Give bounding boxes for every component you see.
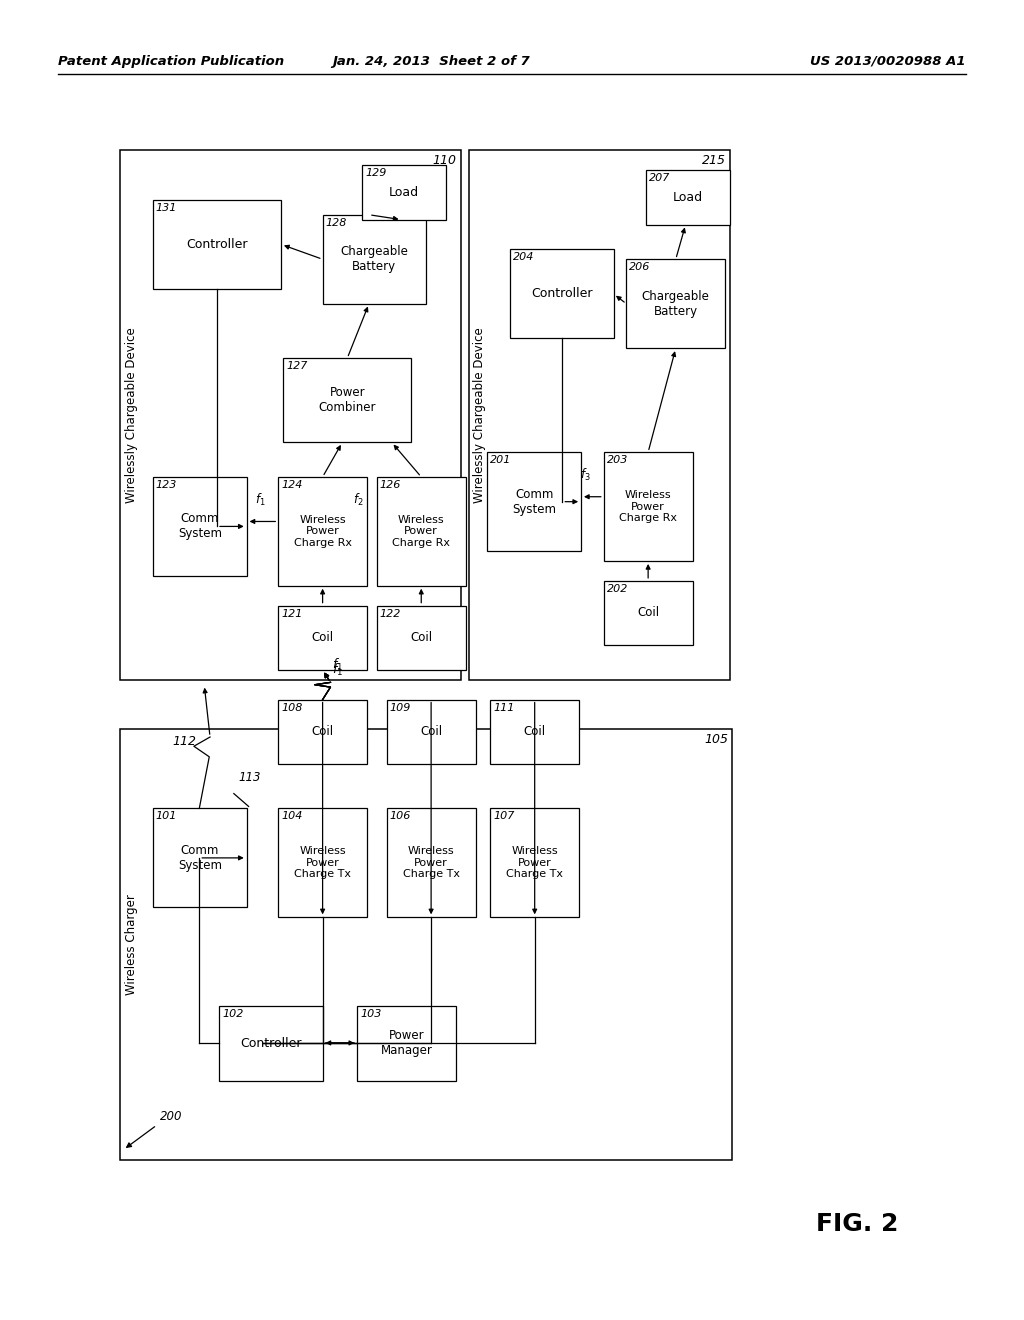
Text: 111: 111 bbox=[494, 702, 515, 713]
Text: Comm
System: Comm System bbox=[178, 512, 222, 540]
Text: 203: 203 bbox=[606, 455, 628, 465]
Bar bbox=[604, 581, 692, 645]
Bar bbox=[219, 1006, 323, 1081]
Text: Coil: Coil bbox=[637, 606, 659, 619]
Text: Wireless
Power
Charge Rx: Wireless Power Charge Rx bbox=[294, 515, 351, 548]
Bar bbox=[646, 170, 730, 224]
Bar bbox=[469, 150, 730, 680]
Text: 110: 110 bbox=[433, 154, 457, 168]
Bar bbox=[153, 477, 247, 576]
Text: Wireless
Power
Charge Tx: Wireless Power Charge Tx bbox=[402, 846, 460, 879]
Text: 204: 204 bbox=[513, 252, 535, 263]
Text: Coil: Coil bbox=[420, 725, 442, 738]
Text: f$_1$: f$_1$ bbox=[333, 661, 344, 678]
Bar bbox=[121, 729, 732, 1160]
Text: Jan. 24, 2013  Sheet 2 of 7: Jan. 24, 2013 Sheet 2 of 7 bbox=[332, 55, 530, 67]
Text: Patent Application Publication: Patent Application Publication bbox=[58, 55, 285, 67]
Text: f$_1$: f$_1$ bbox=[255, 492, 265, 508]
Bar bbox=[490, 700, 580, 764]
Text: Comm
System: Comm System bbox=[178, 843, 222, 873]
Text: 129: 129 bbox=[365, 168, 386, 178]
Text: 123: 123 bbox=[156, 480, 177, 490]
Text: Comm
System: Comm System bbox=[512, 487, 556, 516]
Text: Wireless
Power
Charge Rx: Wireless Power Charge Rx bbox=[392, 515, 451, 548]
Text: Coil: Coil bbox=[411, 631, 432, 644]
Text: 127: 127 bbox=[286, 362, 307, 371]
Text: 105: 105 bbox=[705, 733, 728, 746]
Bar bbox=[279, 700, 367, 764]
Bar bbox=[387, 700, 475, 764]
Text: 121: 121 bbox=[282, 609, 302, 619]
Text: Wireless
Power
Charge Rx: Wireless Power Charge Rx bbox=[620, 490, 677, 523]
Bar bbox=[604, 453, 692, 561]
Bar bbox=[279, 808, 367, 917]
Text: 101: 101 bbox=[156, 812, 177, 821]
Text: Wireless
Power
Charge Tx: Wireless Power Charge Tx bbox=[294, 846, 351, 879]
Text: 122: 122 bbox=[380, 609, 401, 619]
Text: 108: 108 bbox=[282, 702, 302, 713]
Text: US 2013/0020988 A1: US 2013/0020988 A1 bbox=[810, 55, 966, 67]
Text: Controller: Controller bbox=[186, 238, 248, 251]
Text: 131: 131 bbox=[156, 203, 177, 213]
Text: 215: 215 bbox=[702, 154, 726, 168]
Text: 113: 113 bbox=[239, 771, 261, 784]
Bar bbox=[487, 453, 581, 552]
Bar bbox=[279, 477, 367, 586]
Text: 126: 126 bbox=[380, 480, 401, 490]
Text: 124: 124 bbox=[282, 480, 302, 490]
Text: 202: 202 bbox=[606, 583, 628, 594]
Text: Wirelessly Chargeable Device: Wirelessly Chargeable Device bbox=[125, 327, 138, 503]
Bar bbox=[377, 606, 466, 669]
Text: 206: 206 bbox=[630, 263, 651, 272]
Text: Coil: Coil bbox=[523, 725, 546, 738]
Text: Controller: Controller bbox=[240, 1038, 301, 1049]
Text: 128: 128 bbox=[326, 218, 347, 228]
Text: Load: Load bbox=[673, 191, 703, 203]
Text: Chargeable
Battery: Chargeable Battery bbox=[340, 246, 409, 273]
Text: 200: 200 bbox=[160, 1110, 182, 1123]
Text: f$_3$: f$_3$ bbox=[581, 467, 591, 483]
Bar bbox=[377, 477, 466, 586]
Text: f$_1$: f$_1$ bbox=[333, 657, 344, 673]
Text: 109: 109 bbox=[390, 702, 411, 713]
Bar bbox=[121, 150, 461, 680]
Text: Load: Load bbox=[389, 186, 419, 199]
Text: Power
Combiner: Power Combiner bbox=[318, 387, 376, 414]
Text: 103: 103 bbox=[360, 1010, 382, 1019]
Bar bbox=[627, 259, 725, 348]
Bar bbox=[323, 215, 426, 304]
Text: FIG. 2: FIG. 2 bbox=[816, 1212, 898, 1236]
Bar bbox=[153, 808, 247, 907]
Text: Coil: Coil bbox=[311, 725, 334, 738]
Bar bbox=[284, 358, 412, 442]
Bar bbox=[490, 808, 580, 917]
Text: 107: 107 bbox=[494, 812, 515, 821]
Bar bbox=[362, 165, 445, 219]
Text: Wireless Charger: Wireless Charger bbox=[125, 894, 138, 995]
Bar bbox=[387, 808, 475, 917]
Text: 207: 207 bbox=[649, 173, 671, 183]
Bar bbox=[153, 199, 282, 289]
Bar bbox=[357, 1006, 456, 1081]
Text: Controller: Controller bbox=[531, 288, 593, 301]
Text: 104: 104 bbox=[282, 812, 302, 821]
Text: 201: 201 bbox=[490, 455, 512, 465]
Bar bbox=[279, 606, 367, 669]
Text: f$_2$: f$_2$ bbox=[353, 492, 365, 508]
Text: Wirelessly Chargeable Device: Wirelessly Chargeable Device bbox=[473, 327, 486, 503]
Text: Wireless
Power
Charge Tx: Wireless Power Charge Tx bbox=[506, 846, 563, 879]
Text: 102: 102 bbox=[222, 1010, 244, 1019]
Text: 106: 106 bbox=[390, 812, 411, 821]
Text: 112: 112 bbox=[172, 735, 197, 748]
Text: Chargeable
Battery: Chargeable Battery bbox=[642, 290, 710, 318]
Bar bbox=[510, 249, 613, 338]
Text: Power
Manager: Power Manager bbox=[381, 1030, 432, 1057]
Text: Coil: Coil bbox=[311, 631, 334, 644]
